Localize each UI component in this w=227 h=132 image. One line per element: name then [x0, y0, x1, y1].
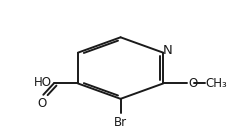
- Text: O: O: [188, 77, 197, 90]
- Text: N: N: [162, 44, 172, 57]
- Text: HO: HO: [34, 76, 52, 89]
- Text: CH₃: CH₃: [205, 77, 226, 90]
- Text: O: O: [37, 97, 47, 110]
- Text: Br: Br: [114, 116, 127, 129]
